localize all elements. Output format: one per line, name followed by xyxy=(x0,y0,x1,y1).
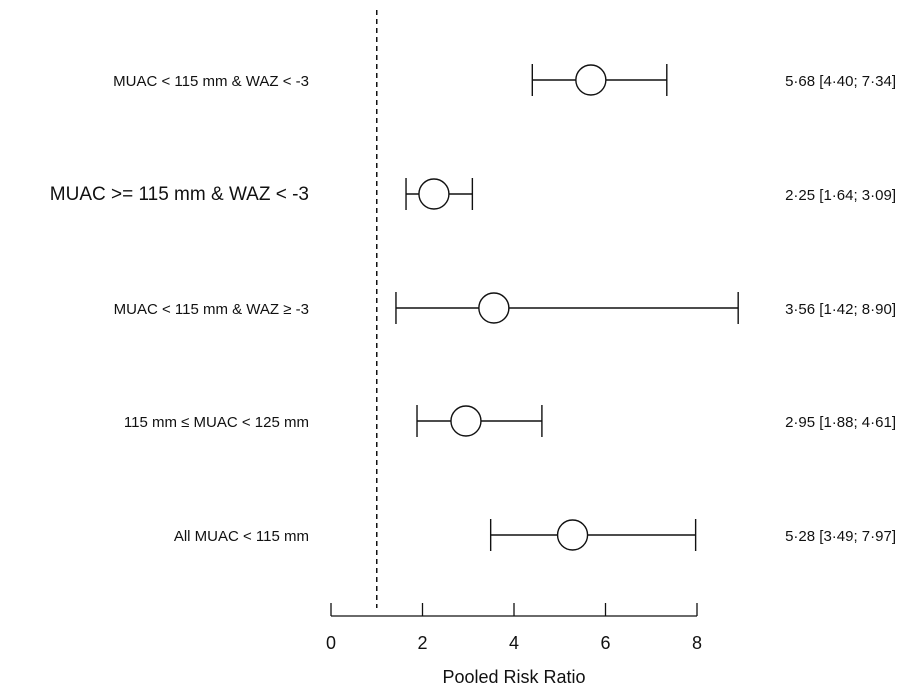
x-tick-label: 4 xyxy=(509,633,519,653)
point-estimate xyxy=(478,292,510,324)
estimate-label: 5·28 [3·49; 7·97] xyxy=(785,528,896,545)
x-tick-label: 6 xyxy=(600,633,610,653)
forest-row: MUAC < 115 mm & WAZ ≥ -3 3·56 [1·42; 8·90… xyxy=(114,292,896,324)
x-tick-label: 2 xyxy=(417,633,427,653)
x-tick-label: 0 xyxy=(326,633,336,653)
estimate-label: 3·56 [1·42; 8·90] xyxy=(785,301,896,318)
point-estimate xyxy=(556,519,589,551)
row-label: MUAC < 115 mm & WAZ ≥ -3 xyxy=(114,301,309,318)
point-estimate xyxy=(450,405,482,437)
row-label: MUAC < 115 mm & WAZ < -3 xyxy=(113,73,309,90)
x-axis: 0 2 4 6 8 xyxy=(326,603,702,653)
row-label: MUAC >= 115 mm & WAZ < -3 xyxy=(50,184,309,205)
row-label: 115 mm ≤ MUAC < 125 mm xyxy=(124,414,309,431)
estimate-label: 2·95 [1·88; 4·61] xyxy=(785,414,896,431)
estimate-label: 2·25 [1·64; 3·09] xyxy=(785,187,896,204)
row-label: All MUAC < 115 mm xyxy=(174,528,309,545)
point-estimate xyxy=(575,64,607,96)
x-axis-title: Pooled Risk Ratio xyxy=(442,667,585,687)
forest-row: All MUAC < 115 mm 5·28 [3·49; 7·97] xyxy=(174,519,896,551)
forest-row: 115 mm ≤ MUAC < 125 mm 2·95 [1·88; 4·61] xyxy=(124,405,896,437)
rows-layer: MUAC < 115 mm & WAZ < -3 5·68 [4·40; 7·34… xyxy=(50,64,896,551)
x-tick-label: 8 xyxy=(692,633,702,653)
forest-row: MUAC >= 115 mm & WAZ < -3 2·25 [1·64; 3·0… xyxy=(50,178,896,210)
forest-row: MUAC < 115 mm & WAZ < -3 5·68 [4·40; 7·34… xyxy=(113,64,896,96)
point-estimate xyxy=(418,178,450,210)
estimate-label: 5·68 [4·40; 7·34] xyxy=(785,73,896,90)
